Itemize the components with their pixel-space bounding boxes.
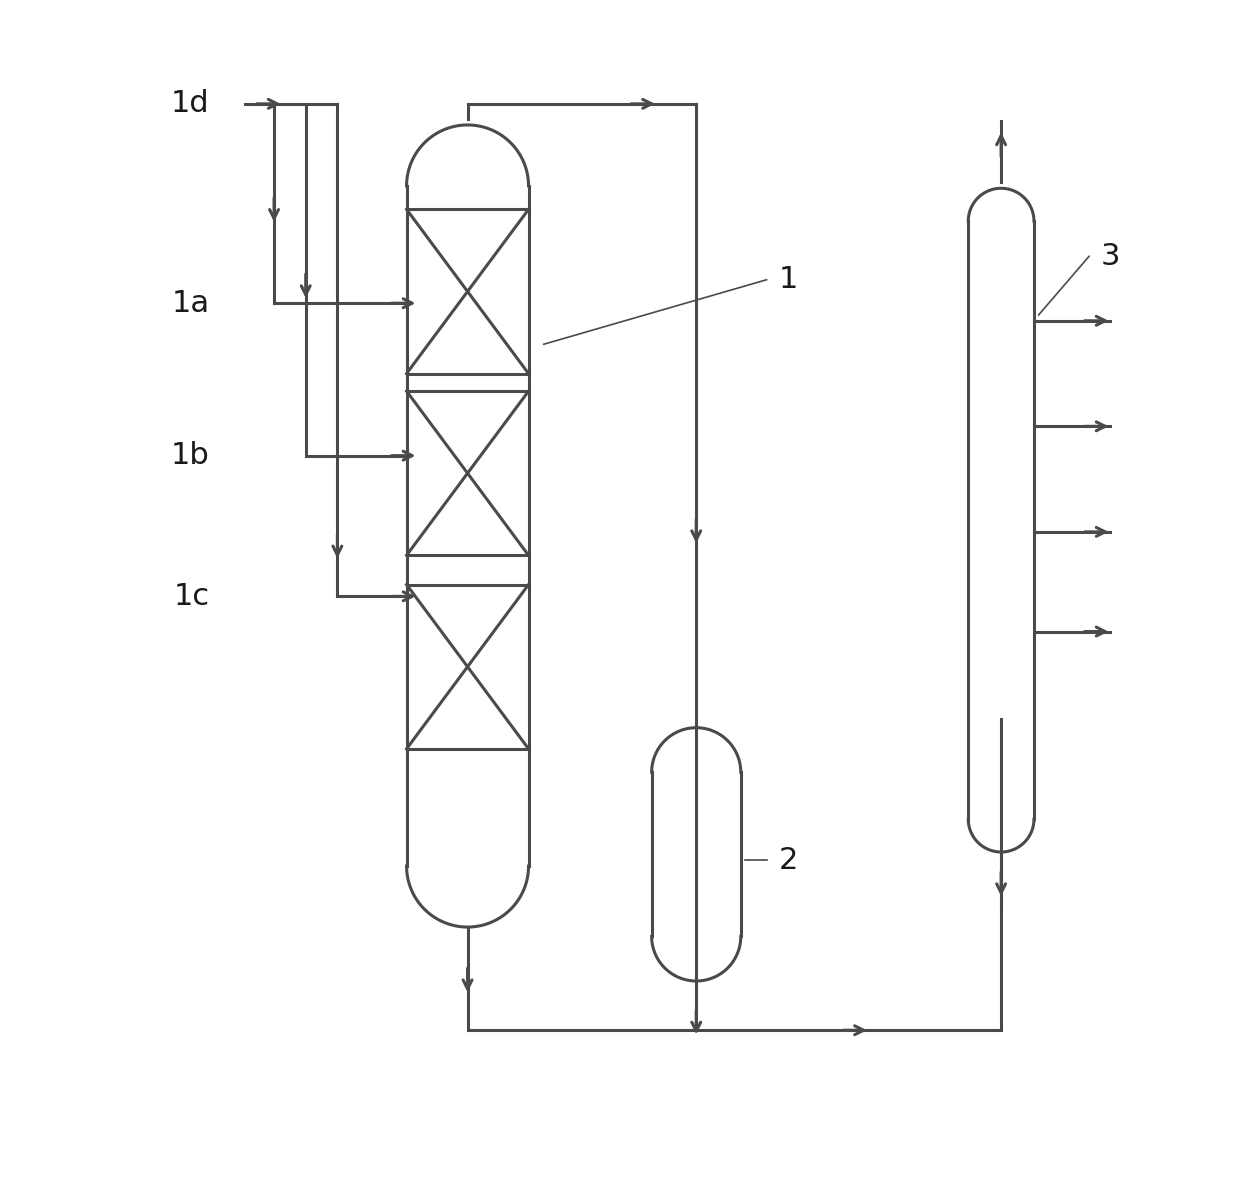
Text: 1d: 1d [171,90,210,118]
Text: 1a: 1a [171,288,210,318]
Text: 1: 1 [779,266,797,294]
Text: 3: 3 [1101,242,1120,270]
Text: 2: 2 [779,846,797,875]
Text: 1c: 1c [174,582,210,611]
Text: 1b: 1b [171,442,210,470]
